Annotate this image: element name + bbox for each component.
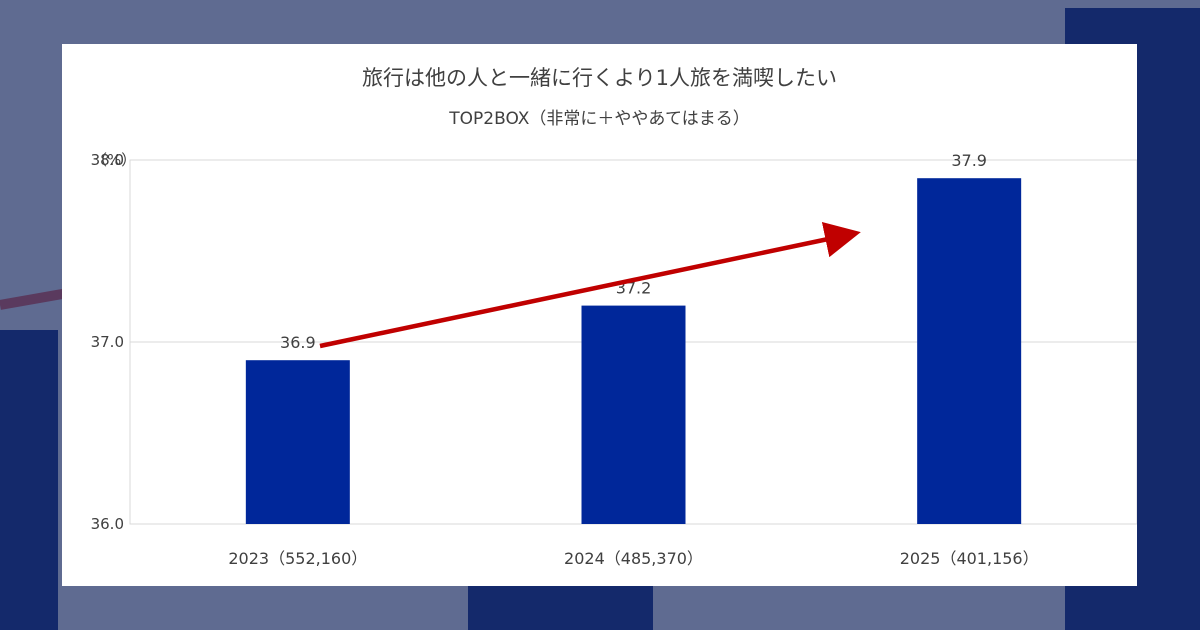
bar [581,305,686,524]
y-tick-label: 37.0 [91,333,124,351]
bar [917,178,1022,524]
background-panel-left [0,330,58,630]
bar [245,360,350,524]
x-tick-label: 2023（552,160） [228,549,367,568]
x-tick-label: 2025（401,156） [900,549,1039,568]
chart-card: 旅行は他の人と一緒に行くより1人旅を満喫したい TOP2BOX（非常に＋ややあて… [62,44,1137,586]
x-tick-label: 2024（485,370） [564,549,703,568]
chart-plot: 36.92023（552,160）37.22024（485,370）37.920… [91,151,1137,568]
trend-arrow [319,221,861,349]
background-panel-bottom [468,586,653,630]
chart-subtitle: TOP2BOX（非常に＋ややあてはまる） [449,109,750,129]
data-label: 37.9 [951,151,987,170]
y-tick-label: 36.0 [91,515,124,533]
chart-title: 旅行は他の人と一緒に行くより1人旅を満喫したい [362,66,837,90]
unit-label: （%） [92,151,136,169]
y-tick-label: 38.0 [91,151,124,169]
data-label: 36.9 [280,333,316,352]
background-stroke [0,287,70,310]
